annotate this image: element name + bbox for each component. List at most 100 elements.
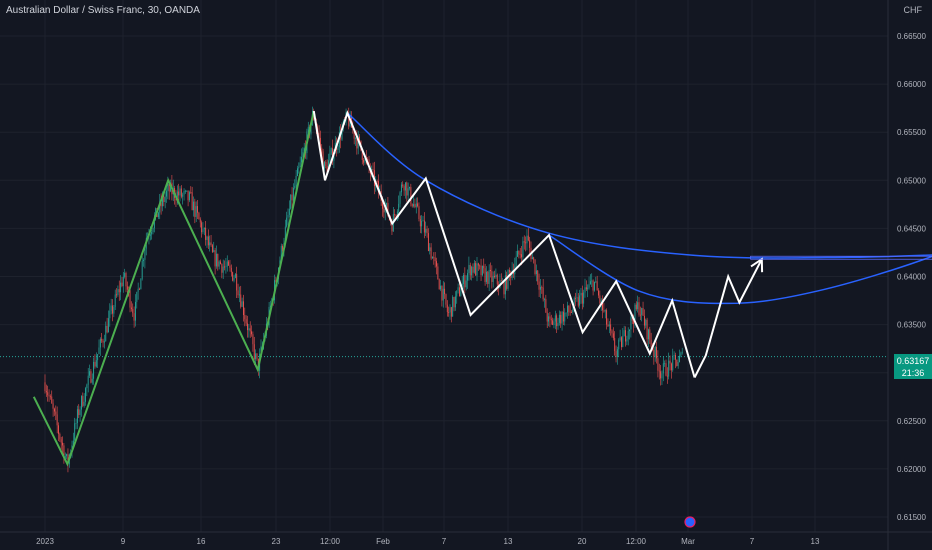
candle-body [90,371,92,383]
candle-body [596,281,598,291]
candle-body [531,257,533,260]
candle-body [275,280,277,283]
candle-body [288,208,290,215]
candle-body [187,190,189,201]
candle-body [522,241,524,258]
candle-body [619,337,621,341]
candle-body [504,275,506,295]
candle-body [78,409,80,416]
candle-body [415,203,417,208]
candle-body [399,192,401,204]
candle-body [641,308,643,315]
candle-body [168,184,170,192]
candle-body [508,269,510,273]
candle-body [426,228,428,234]
candle-body [565,312,567,314]
candle-body [398,203,400,212]
candle-body [166,190,167,197]
candle-body [182,194,184,197]
candle-body [62,442,63,446]
candle-body [153,217,155,229]
candle-body [229,265,231,268]
candle-body [414,204,416,208]
candle-body [136,291,138,302]
candle-body [581,292,583,304]
candle-body [436,261,437,267]
candle-body [668,360,670,377]
candle-body [284,226,286,244]
candle-body [81,396,82,410]
candle-body [124,273,126,277]
candle-body [303,147,305,153]
candle-body [286,217,288,227]
candle-body [602,299,603,311]
candle-body [446,304,448,313]
x-tick-label: 12:00 [320,537,341,546]
candle-body [610,324,612,331]
candle-body [220,261,221,265]
candle-body [637,302,639,309]
candle-body [567,305,568,313]
candle-body [143,259,144,261]
candle-body [395,215,397,216]
candle-body [319,137,321,148]
candle-body [120,282,122,293]
candle-body [54,408,55,412]
y-tick-label: 0.62500 [897,417,926,426]
x-tick-label: 12:00 [626,537,647,546]
candle-body [248,328,250,331]
candle-body [534,259,536,274]
candle-body [356,138,358,149]
candle-body [152,228,154,233]
candle-body [546,312,548,322]
candle-body [193,201,194,211]
candle-body [511,270,513,278]
y-tick-label: 0.66500 [897,32,926,41]
candle-body [515,256,517,266]
candle-body [135,301,136,321]
candle-body [421,220,423,227]
candle-body [291,194,293,201]
candle-body [337,147,339,150]
candle-body [477,263,479,266]
x-tick-label: 13 [811,537,820,546]
candle-body [329,153,331,161]
candle-body [141,260,143,279]
candle-body [630,316,632,330]
candle-body [357,136,359,149]
candle-body [658,370,660,372]
candle-body [198,212,200,220]
projection-path [693,258,763,378]
candle-body [521,254,522,258]
candle-body [133,313,135,321]
x-tick-label: Feb [376,537,390,546]
candle-body [642,308,644,316]
candle-body [665,363,667,376]
candle-body [59,433,61,440]
candle-body [355,138,356,139]
candle-body [441,285,443,301]
candle-body [93,361,95,379]
candle-body [433,256,435,258]
candle-body [506,275,508,289]
candle-body [440,285,441,290]
candle-body [238,294,240,296]
candle-body [201,222,203,233]
candle-body [282,245,284,252]
x-tick-label: 2023 [36,537,54,546]
candle-body [557,322,559,327]
candle-body [180,188,182,197]
candle-body [116,294,117,296]
candle-body [553,321,555,325]
candle-body [186,190,188,192]
candle-body [457,287,459,291]
candle-body [106,325,108,333]
candle-body [236,274,238,291]
candle-body [162,197,163,207]
candle-body [643,315,645,326]
candle-body [635,304,637,309]
arc-support-curve [548,234,932,305]
y-tick-label: 0.65500 [897,128,926,137]
candle-body [359,136,360,141]
